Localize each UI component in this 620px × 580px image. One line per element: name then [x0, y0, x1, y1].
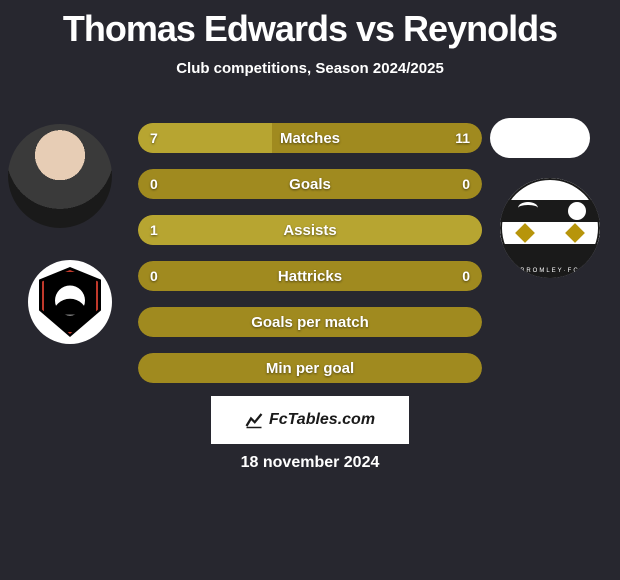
stat-label: Hattricks: [138, 261, 482, 291]
stat-bar: Goals per match: [138, 307, 482, 337]
shield-icon: [39, 267, 101, 337]
player1-club-badge: [28, 260, 112, 344]
stat-label: Goals: [138, 169, 482, 199]
chart-icon: [245, 411, 263, 429]
brand-text: FcTables.com: [269, 411, 375, 429]
stat-value-right: 0: [462, 261, 470, 291]
player2-club-badge: BROMLEY·FC: [500, 178, 600, 278]
stat-label: Goals per match: [138, 307, 482, 337]
subtitle: Club competitions, Season 2024/2025: [0, 60, 620, 77]
stat-bar: Matches7 11: [138, 123, 482, 153]
date-text: 18 november 2024: [0, 454, 620, 472]
club2-ring-text: BROMLEY·FC: [500, 268, 600, 274]
brand-logo: FcTables.com: [211, 396, 409, 444]
comparison-title: Thomas Edwards vs Reynolds: [0, 0, 620, 50]
stat-label: Assists: [138, 215, 482, 245]
stat-label: Matches: [138, 123, 482, 153]
player2-name: Reynolds: [403, 8, 557, 49]
stat-label: Min per goal: [138, 353, 482, 383]
stat-bar: Min per goal: [138, 353, 482, 383]
stat-value-right: 11: [455, 123, 470, 153]
comparison-bars: Matches711Goals00Assists1Hattricks00Goal…: [138, 123, 482, 399]
player1-avatar: [8, 124, 112, 228]
stat-value-left: 0: [150, 261, 158, 291]
vs-text: vs: [356, 8, 394, 49]
player1-name: Thomas Edwards: [63, 8, 347, 49]
stat-bar: Assists1: [138, 215, 482, 245]
player2-avatar: [490, 118, 590, 158]
stat-value-left: 0: [150, 169, 158, 199]
stat-bar: Goals0 0: [138, 169, 482, 199]
stat-value-left: 1: [150, 215, 158, 245]
stat-value-right: 0: [462, 169, 470, 199]
stat-bar: Hattricks0 0: [138, 261, 482, 291]
stat-value-left: 7: [150, 123, 158, 153]
